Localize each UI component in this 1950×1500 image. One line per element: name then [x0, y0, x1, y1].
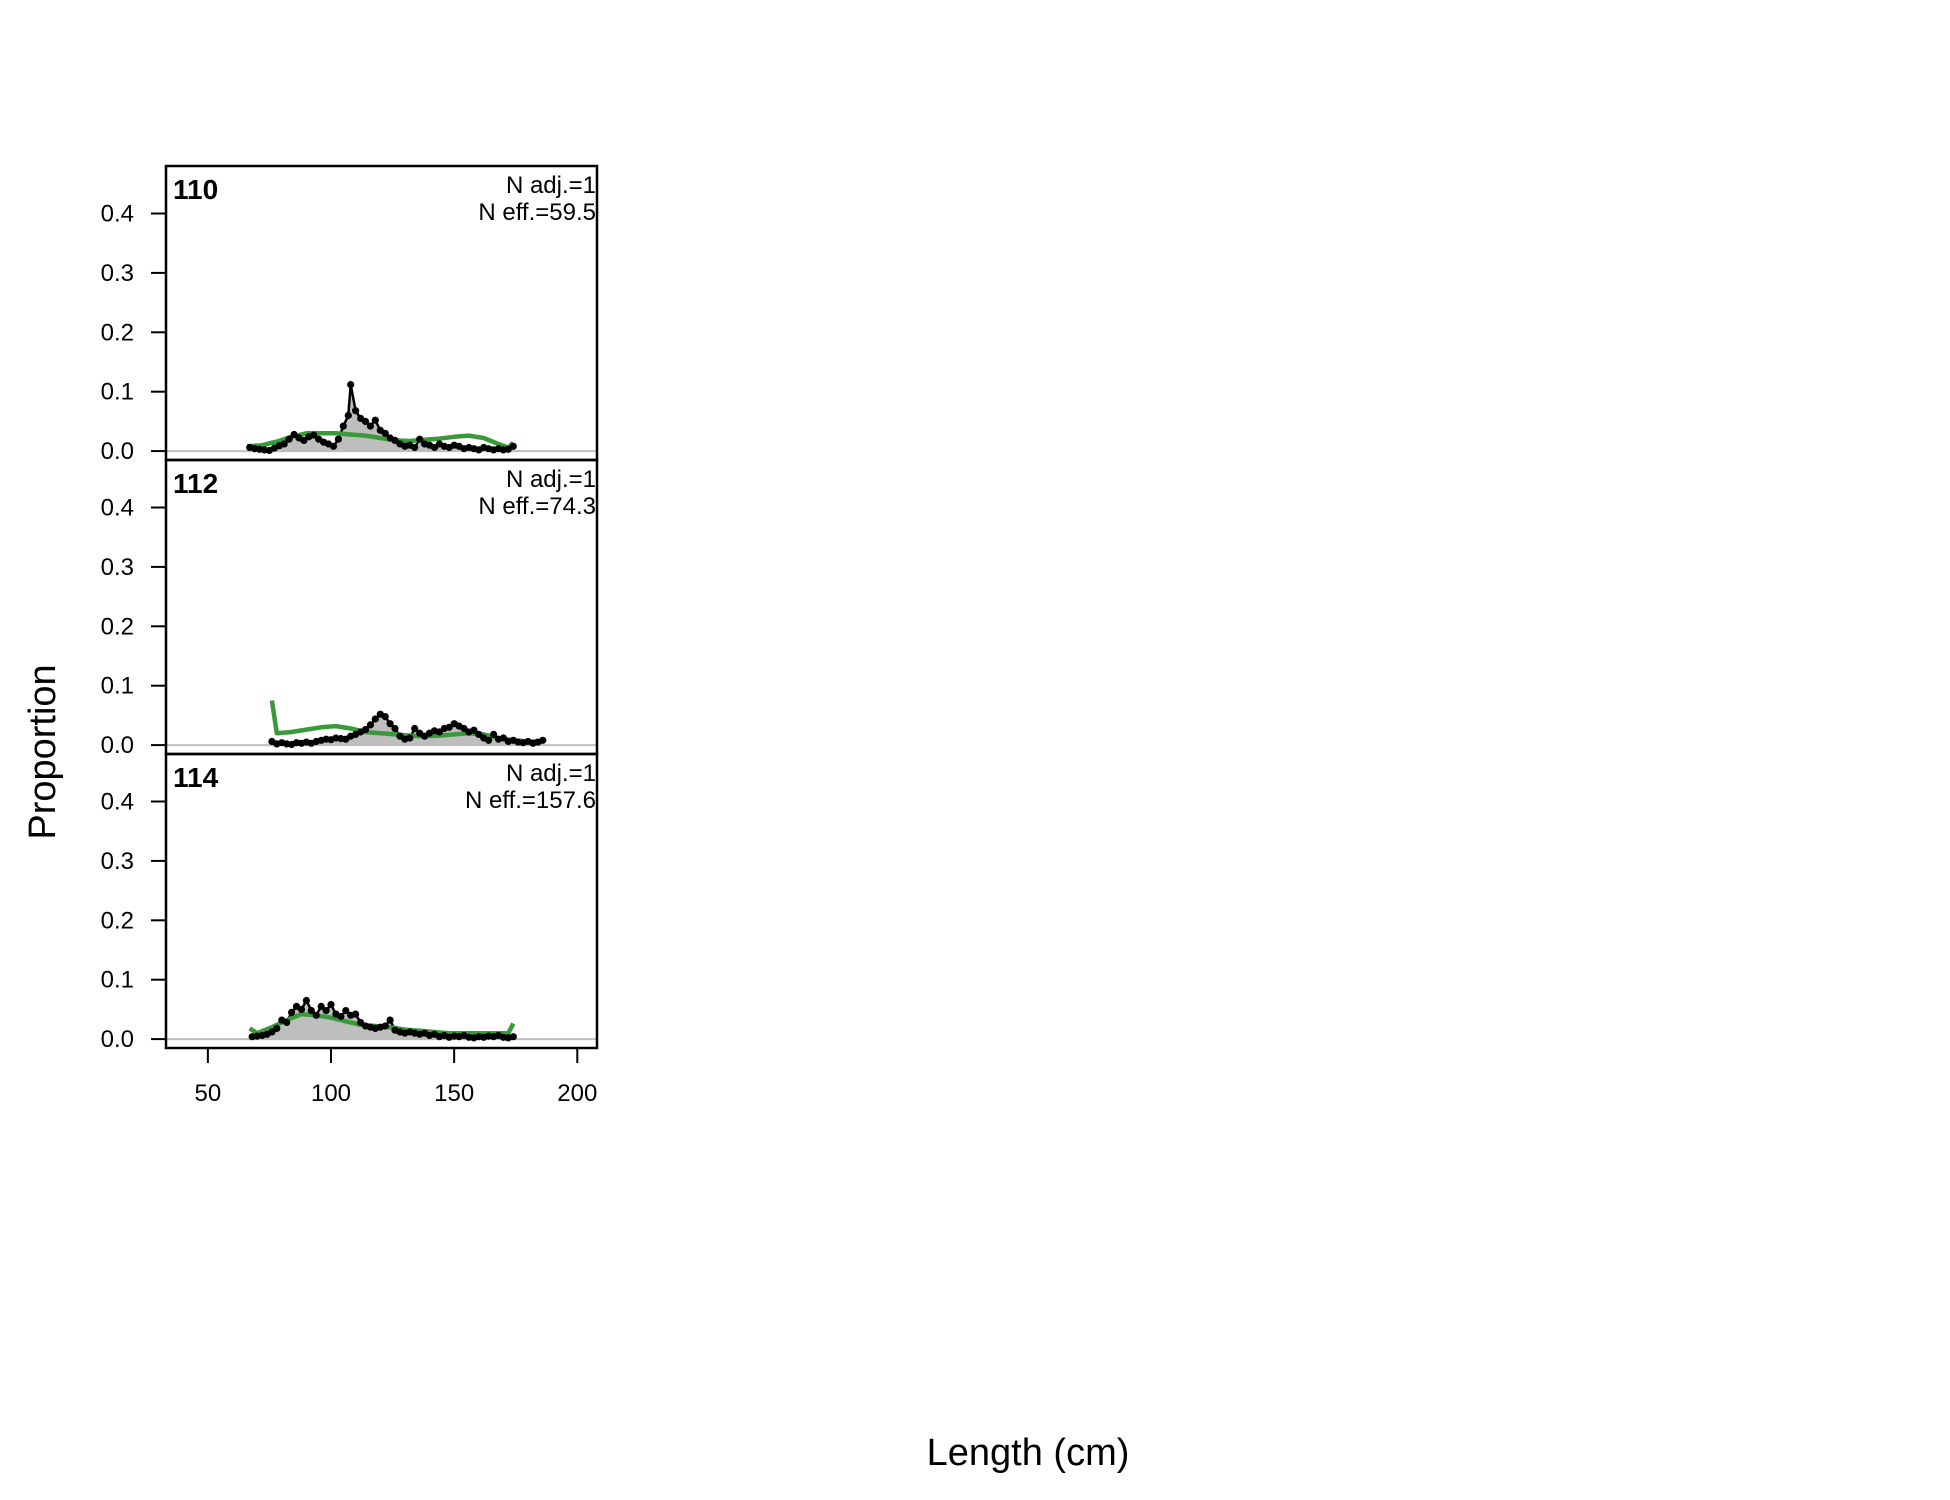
observed-point — [283, 1018, 291, 1027]
observed-point — [339, 422, 347, 430]
y-tick-label: 0.2 — [101, 613, 134, 640]
observed-point — [381, 713, 389, 721]
observed-point — [285, 435, 293, 443]
observed-point — [344, 411, 352, 420]
observed-point — [352, 407, 360, 415]
panel-label: 112 — [173, 468, 218, 499]
observed-point — [411, 724, 419, 733]
panel-114: 0.0 0.1 0.2 0.3 0.4 114 N adj.=1N eff.=157.6 — [101, 752, 599, 1053]
y-tick-label: 0.3 — [101, 260, 134, 287]
observed-point — [337, 1012, 345, 1021]
observed-point — [322, 1007, 330, 1015]
y-tick-label: 0.3 — [101, 554, 134, 581]
observed-area — [271, 714, 543, 746]
x-tick-label: 50 — [195, 1080, 222, 1107]
observed-point — [371, 416, 379, 424]
observed-point — [317, 1002, 325, 1011]
observed-point — [470, 726, 478, 734]
y-axis-title: Proportion — [22, 664, 64, 839]
observed-point — [509, 442, 517, 450]
observed-point — [490, 730, 498, 739]
n-eff-label: N eff.=59.5 — [478, 199, 596, 226]
observed-point — [310, 431, 318, 439]
observed-point — [312, 1011, 320, 1019]
n-eff-label: N eff.=157.6 — [465, 787, 596, 814]
y-tick-label: 0.1 — [101, 379, 134, 406]
panel-110: 0.0 0.1 0.2 0.3 0.4 110 N adj.=1N eff.=59.5 — [101, 164, 599, 465]
observed-point — [361, 726, 370, 734]
observed-point — [386, 720, 394, 728]
observed-point — [329, 442, 338, 450]
panel-label: 110 — [173, 174, 218, 205]
observed-point — [280, 440, 288, 448]
observed-point — [485, 736, 493, 744]
observed-point — [366, 721, 374, 729]
observed-point — [391, 436, 399, 444]
y-tick-label: 0.1 — [101, 967, 134, 994]
observed-point — [302, 996, 310, 1005]
observed-point — [297, 1005, 306, 1014]
observed-point — [288, 1008, 296, 1017]
observed-point — [406, 734, 414, 742]
n-adj-label: N adj.=1 — [506, 466, 596, 493]
y-tick-label: 0.0 — [101, 438, 134, 465]
observed-point — [411, 443, 419, 452]
panel-label: 114 — [173, 762, 219, 793]
n-eff-label: N eff.=74.3 — [478, 493, 596, 520]
observed-point — [307, 1007, 315, 1015]
n-adj-label: N adj.=1 — [506, 760, 596, 787]
y-tick-label: 0.0 — [101, 1026, 134, 1053]
observed-point — [445, 723, 453, 731]
observed-point — [334, 435, 342, 443]
x-tick-label: 200 — [557, 1080, 597, 1107]
x-axis: 50 100 150 200 — [195, 1047, 597, 1107]
observed-point — [273, 1024, 281, 1032]
y-tick-label: 0.2 — [101, 319, 134, 346]
observed-point — [347, 381, 355, 389]
x-tick-label: 100 — [311, 1080, 351, 1107]
y-tick-label: 0.3 — [101, 848, 134, 875]
observed-point — [391, 724, 399, 733]
observed-point — [416, 435, 424, 443]
observed-point — [371, 715, 379, 723]
x-tick-label: 150 — [434, 1080, 474, 1107]
observed-point — [509, 1033, 517, 1041]
y-tick-label: 0.4 — [101, 495, 134, 522]
n-adj-label: N adj.=1 — [506, 172, 596, 199]
observed-point — [539, 736, 547, 744]
panel-112: 0.0 0.1 0.2 0.3 0.4 112 N adj.=1N eff.=74.3 — [101, 458, 599, 759]
x-axis-title: Length (cm) — [927, 1432, 1130, 1474]
observed-point — [381, 429, 389, 437]
observed-point — [327, 1001, 335, 1009]
y-tick-label: 0.0 — [101, 732, 134, 759]
y-tick-label: 0.2 — [101, 907, 134, 934]
observed-point — [381, 1022, 389, 1030]
observed-point — [342, 1007, 350, 1015]
observed-area — [252, 1000, 514, 1040]
observed-point — [361, 417, 370, 425]
y-tick-label: 0.1 — [101, 673, 134, 700]
observed-point — [352, 1010, 360, 1018]
y-tick-label: 0.4 — [101, 789, 134, 816]
observed-point — [366, 422, 374, 430]
observed-point — [386, 1016, 394, 1024]
y-tick-label: 0.4 — [101, 201, 134, 228]
